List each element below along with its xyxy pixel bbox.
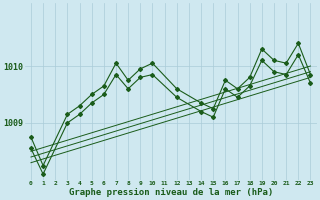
X-axis label: Graphe pression niveau de la mer (hPa): Graphe pression niveau de la mer (hPa) — [68, 188, 273, 197]
